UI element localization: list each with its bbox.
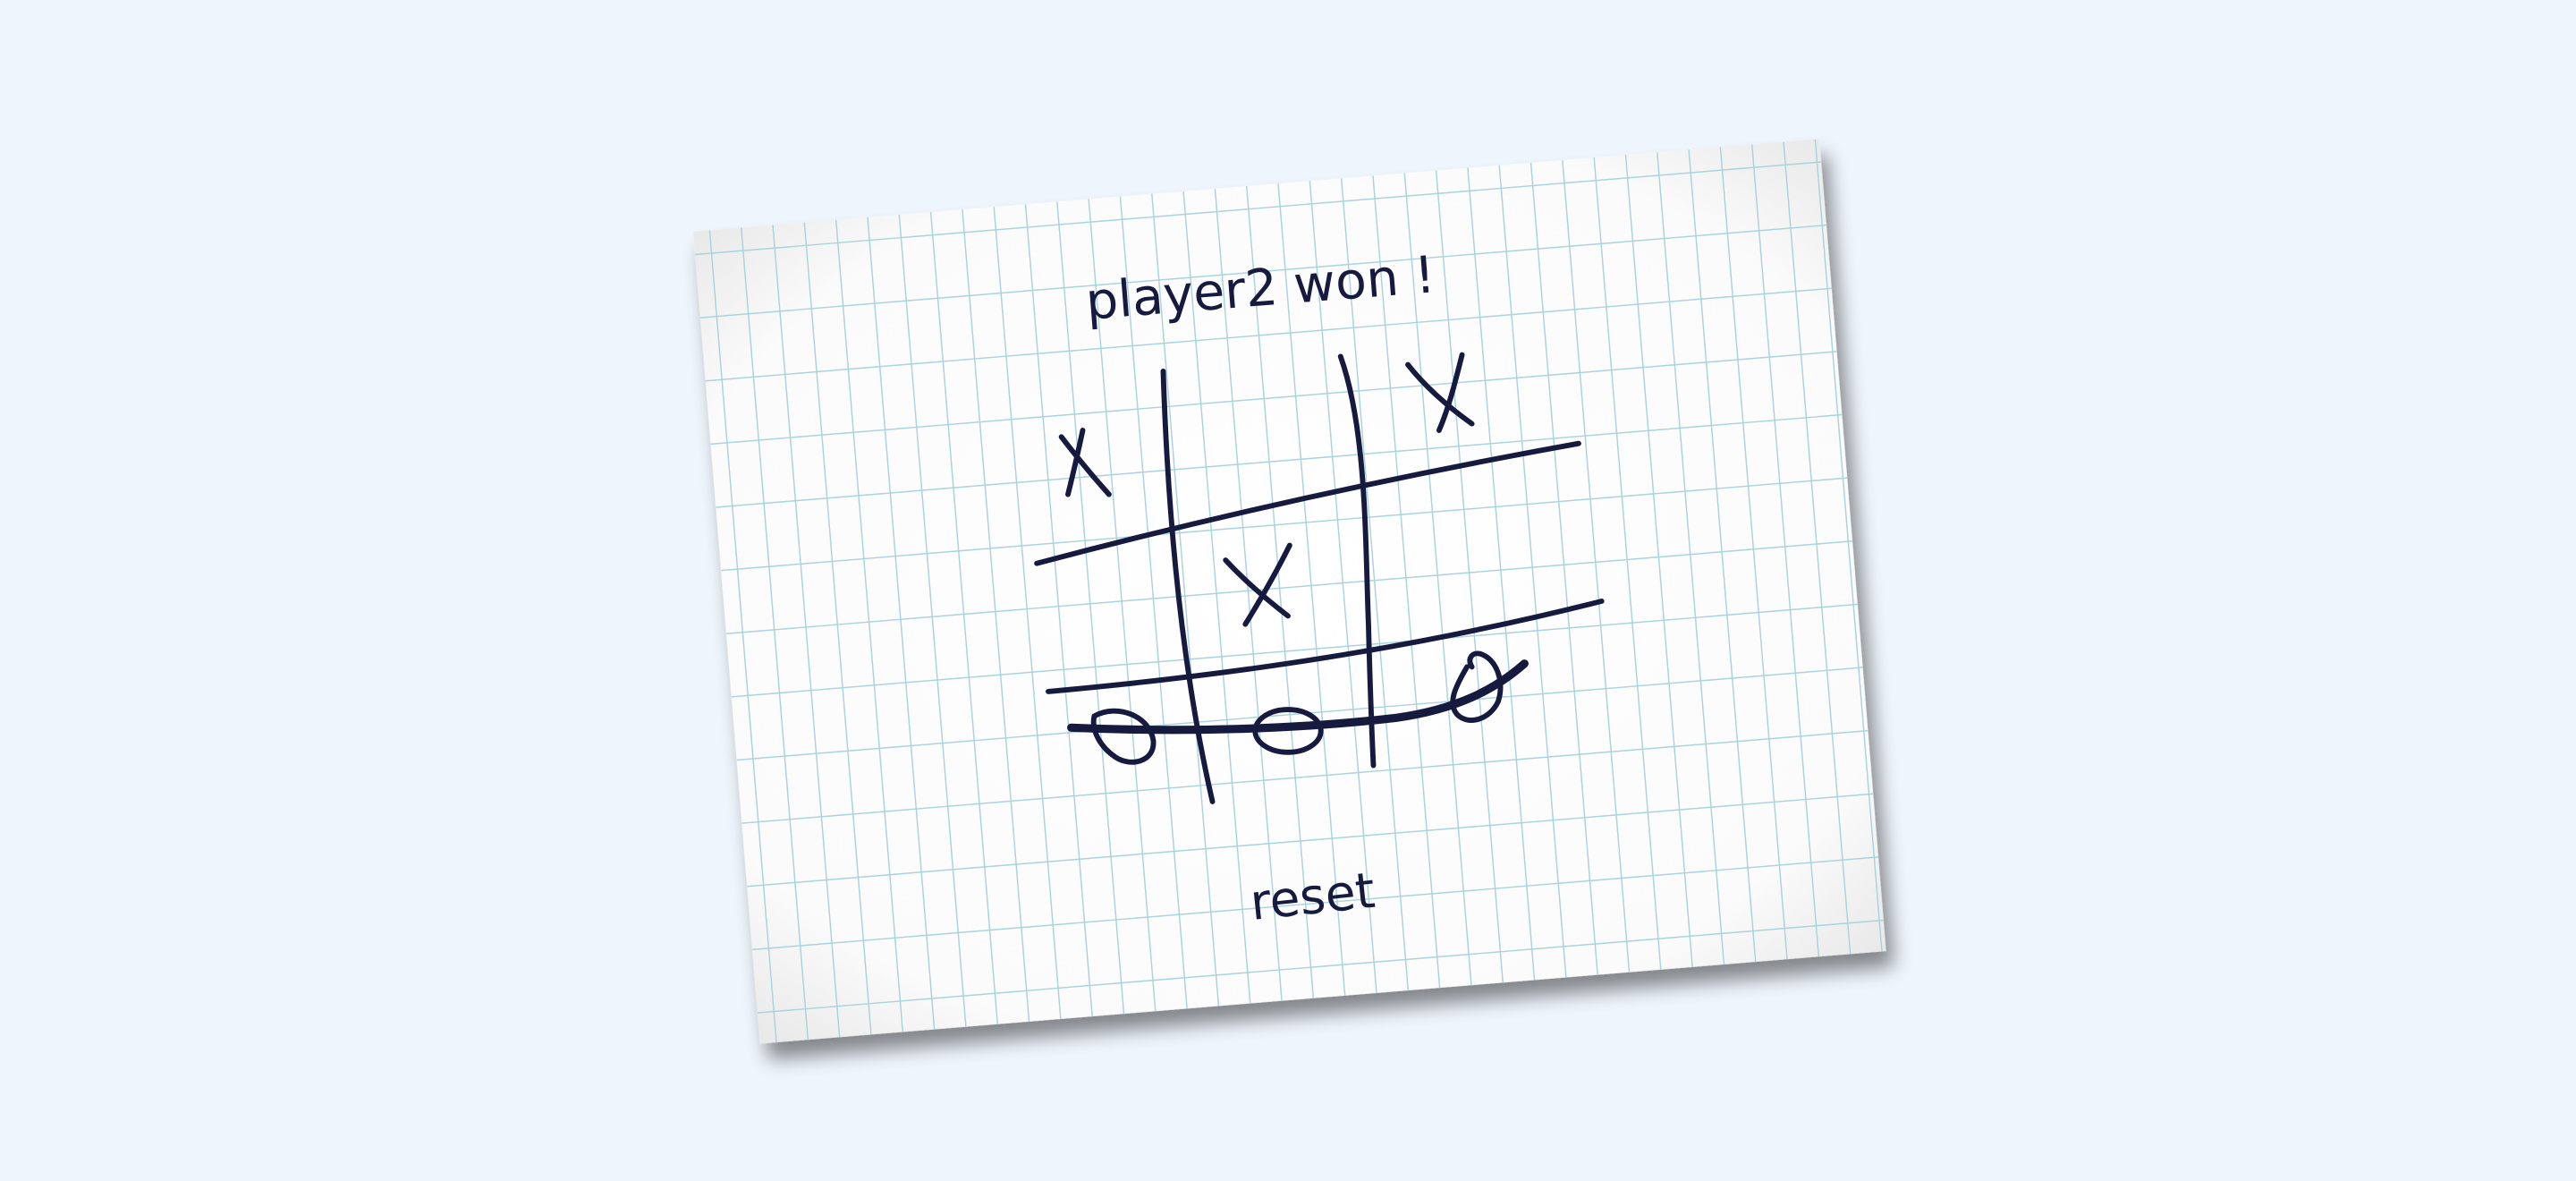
o-mark-2-0 (1090, 708, 1157, 765)
x-mark-0-0 (1058, 428, 1112, 497)
x-mark-1-1 (1223, 542, 1292, 627)
paper-sheet (693, 139, 1886, 1044)
grid-line (835, 219, 904, 1032)
grid-line (993, 207, 1062, 1019)
grid-line (1624, 155, 1693, 967)
grid-line (1403, 173, 1472, 986)
grid-line (1246, 185, 1315, 998)
board-cell-2-2[interactable] (1377, 633, 1606, 764)
grid-line (1467, 167, 1536, 981)
grid-line (1498, 165, 1567, 978)
grid-line (725, 540, 1852, 635)
paper-grid (695, 139, 1884, 1042)
grid-line (699, 224, 1826, 319)
grid-line-horizontal-top (1034, 440, 1581, 566)
grid-line (772, 225, 841, 1038)
reset-button[interactable]: reset (1233, 854, 1397, 933)
x-mark-0-2 (1405, 352, 1475, 433)
grid-line (1751, 144, 1820, 957)
grid-line (695, 161, 1822, 256)
grid-line (1340, 178, 1410, 990)
board-cell-1-1[interactable] (1180, 523, 1364, 674)
board-cell-0-2[interactable] (1370, 336, 1577, 476)
grid-line (898, 214, 967, 1027)
grid-line (731, 603, 1858, 698)
grid-line (716, 413, 1843, 508)
reset-label[interactable]: reset (1248, 862, 1377, 931)
grid-line (1088, 199, 1157, 1012)
grid-line (1688, 149, 1757, 962)
grid-line (1214, 188, 1283, 1001)
grid-line (1814, 139, 1883, 952)
winning-line (1067, 659, 1529, 735)
grid-line (1530, 162, 1598, 975)
grid-line (1657, 152, 1725, 964)
grid-line (1593, 157, 1662, 970)
board-cell-1-0[interactable] (1042, 566, 1174, 684)
grid-line (1024, 204, 1093, 1016)
board-cell-0-1[interactable] (1170, 358, 1347, 523)
grid-line (929, 212, 998, 1024)
grid-line (1182, 191, 1251, 1004)
grid-line (741, 729, 1868, 824)
grid-line (1309, 181, 1377, 993)
grid-line (1719, 147, 1788, 960)
board-cell-0-0[interactable] (1038, 375, 1164, 556)
grid-line (708, 230, 777, 1042)
grid-line (736, 667, 1863, 761)
grid-line (1783, 141, 1852, 955)
grid-line (710, 351, 1837, 446)
board-cell-1-2[interactable] (1370, 476, 1600, 641)
grid-line (867, 217, 936, 1030)
grid-line (721, 477, 1848, 572)
grid-line (705, 287, 1832, 382)
grid-line (803, 222, 872, 1035)
grid-line (962, 209, 1030, 1022)
grid-line (1435, 170, 1504, 983)
grid-line (752, 856, 1878, 951)
board-cell-2-0[interactable] (1052, 693, 1197, 792)
grid-line (757, 919, 1884, 1014)
grid-line (1372, 175, 1441, 989)
grid-line-vertical-left (1160, 368, 1216, 804)
grid-line (1562, 159, 1631, 973)
grid-line (747, 793, 1874, 888)
grid-line-horizontal-bottom (1046, 598, 1605, 694)
grid-line (1277, 183, 1346, 996)
grid-line (1056, 201, 1125, 1015)
grid-line (1119, 196, 1188, 1009)
grid-line (740, 227, 809, 1041)
grid-line (1151, 193, 1220, 1007)
